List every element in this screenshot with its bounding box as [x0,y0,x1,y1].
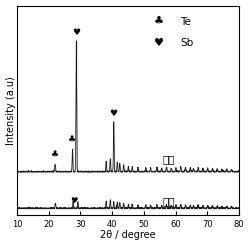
Text: ♥: ♥ [110,109,118,118]
Text: ♣: ♣ [68,135,76,144]
Text: 顶部: 顶部 [163,154,175,164]
Text: 底部: 底部 [163,196,175,206]
Text: ♥: ♥ [72,28,80,37]
Text: ♥: ♥ [154,38,164,48]
Text: ♥: ♥ [70,196,78,205]
Text: Sb: Sb [180,38,194,48]
X-axis label: 2θ / degree: 2θ / degree [100,231,156,240]
Y-axis label: Intensity (a.u): Intensity (a.u) [6,76,16,145]
Text: Te: Te [180,17,191,27]
Text: ♣: ♣ [154,17,164,27]
Text: ♣: ♣ [51,151,59,159]
